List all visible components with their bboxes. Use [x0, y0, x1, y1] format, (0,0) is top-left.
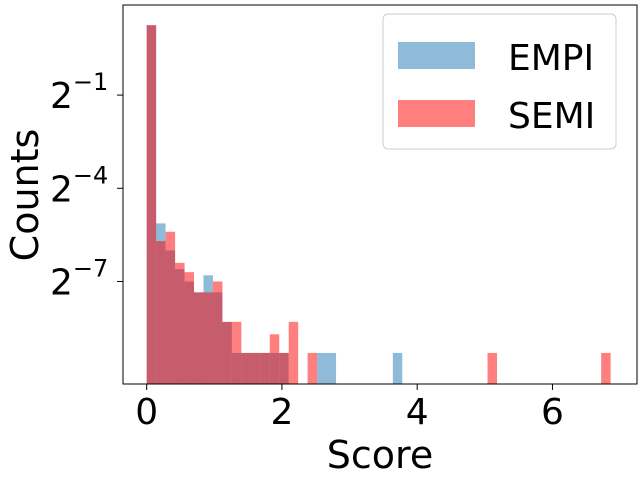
bar-empi-16	[326, 352, 337, 384]
legend-label-semi: SEMI	[508, 96, 595, 137]
bar-semi-9	[231, 321, 242, 384]
bar-semi-18	[601, 352, 611, 384]
bar-semi-6	[203, 292, 213, 384]
x-tick-label: 6	[541, 392, 564, 433]
bar-semi-2	[165, 231, 176, 384]
bar-semi-10	[241, 352, 251, 384]
y-axis-title: Counts	[3, 129, 47, 262]
bar-semi-14	[279, 352, 289, 384]
bar-empi-17	[392, 352, 403, 384]
y-tick-label: 2−1	[50, 68, 108, 117]
legend: EMPI SEMI	[382, 13, 617, 150]
bar-semi-17	[487, 352, 497, 384]
bar-semi-7	[212, 281, 223, 384]
bar-semi-5	[194, 292, 204, 384]
bar-empi-15	[317, 352, 327, 384]
y-axis-ticks: 2−1 2−4 2−7	[50, 68, 123, 303]
legend-label-empi: EMPI	[508, 38, 594, 79]
bar-semi-15	[288, 321, 299, 384]
x-tick-label: 2	[270, 392, 293, 433]
y-tick-label: 2−4	[50, 161, 108, 210]
bar-semi-8	[222, 321, 232, 384]
x-tick-label: 0	[135, 392, 158, 433]
legend-swatch-empi	[398, 42, 475, 69]
bar-semi-13	[269, 334, 280, 384]
bar-semi-12	[260, 352, 270, 384]
x-tick-label: 4	[406, 392, 429, 433]
bar-semi-3	[175, 262, 185, 384]
y-tick-label: 2−7	[50, 254, 108, 303]
bar-semi-1	[156, 241, 166, 384]
x-axis-title: Score	[327, 433, 433, 477]
bar-semi-16	[307, 352, 318, 384]
histogram-bars	[146, 25, 611, 384]
legend-swatch-semi	[398, 100, 475, 127]
bar-semi-11	[250, 352, 261, 384]
x-axis-ticks: 0 2 4 6	[135, 384, 564, 433]
bar-semi-0	[146, 25, 157, 384]
bar-semi-4	[184, 272, 195, 384]
plot-area-frame	[122, 4, 638, 385]
